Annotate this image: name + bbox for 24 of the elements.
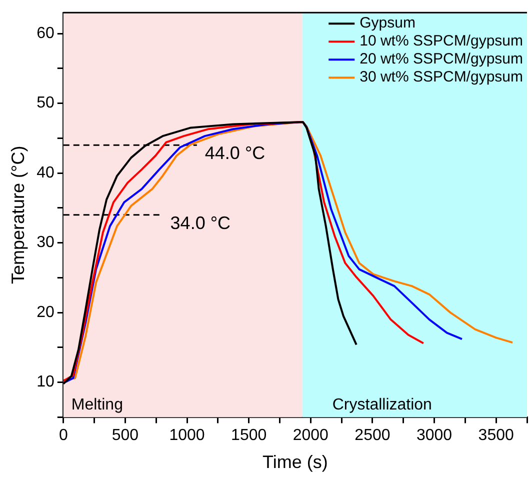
band-label: Crystallization <box>332 396 432 414</box>
y-tick-label: 30 <box>36 234 54 252</box>
legend-label: Gypsum <box>360 14 416 32</box>
legend-label: 20 wt% SSPCM/gypsum <box>360 50 523 68</box>
x-tick-label: 3000 <box>416 427 452 444</box>
x-tick-label: 1500 <box>231 427 267 444</box>
annotation: 34.0 °C <box>170 212 231 233</box>
y-tick-label: 20 <box>36 304 54 321</box>
x-tick-label: 500 <box>112 427 139 444</box>
x-tick-label: 0 <box>58 427 68 444</box>
band-label: Melting <box>71 396 123 414</box>
y-axis-title: Temperature (°C) <box>8 146 28 284</box>
legend-label: 10 wt% SSPCM/gypsum <box>360 32 523 50</box>
x-tick-label: 2500 <box>354 427 390 444</box>
x-tick-label: 1000 <box>169 427 205 444</box>
x-tick-label: 3500 <box>478 427 514 444</box>
legend-label: 30 wt% SSPCM/gypsum <box>360 68 523 86</box>
y-tick-label: 50 <box>36 94 54 112</box>
y-tick-label: 60 <box>36 24 54 42</box>
y-tick-label: 40 <box>36 164 54 182</box>
y-tick-label: 10 <box>36 374 54 391</box>
x-tick-label: 2000 <box>292 427 329 444</box>
x-axis-title: Time (s) <box>262 452 328 472</box>
annotation: 44.0 °C <box>204 143 266 164</box>
